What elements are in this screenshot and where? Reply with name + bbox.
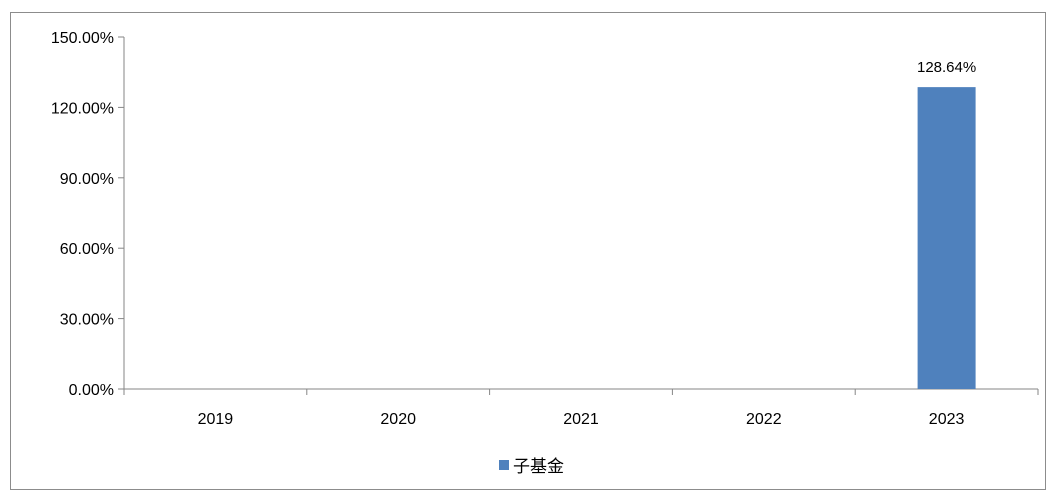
y-tick-label: 150.00% <box>51 30 114 47</box>
y-tick-labels: 0.00% 30.00% 60.00% 90.00% 120.00% 150.00% <box>51 30 114 399</box>
x-tick-label: 2021 <box>563 411 599 428</box>
chart-frame <box>10 12 1046 490</box>
legend-swatch <box>499 460 509 470</box>
x-tick-label: 2023 <box>929 411 965 428</box>
legend-label: 子基金 <box>513 457 564 477</box>
x-tick-label: 2020 <box>380 411 416 428</box>
y-tick-label: 0.00% <box>69 382 114 399</box>
x-tick-label: 2019 <box>198 411 234 428</box>
data-label: 128.64% <box>917 59 976 76</box>
y-tick-label: 120.00% <box>51 100 114 117</box>
bar-2023 <box>917 87 976 389</box>
y-tick-label: 90.00% <box>60 171 114 188</box>
data-labels: 128.64% <box>917 59 976 76</box>
x-tick-labels: 2019 2020 2021 2022 2023 <box>198 411 965 428</box>
legend: 子基金 <box>499 457 564 477</box>
bars <box>917 87 976 389</box>
x-tick-label: 2022 <box>746 411 782 428</box>
y-tick-label: 30.00% <box>60 312 114 329</box>
y-tick-label: 60.00% <box>60 241 114 258</box>
axes <box>118 36 1039 395</box>
